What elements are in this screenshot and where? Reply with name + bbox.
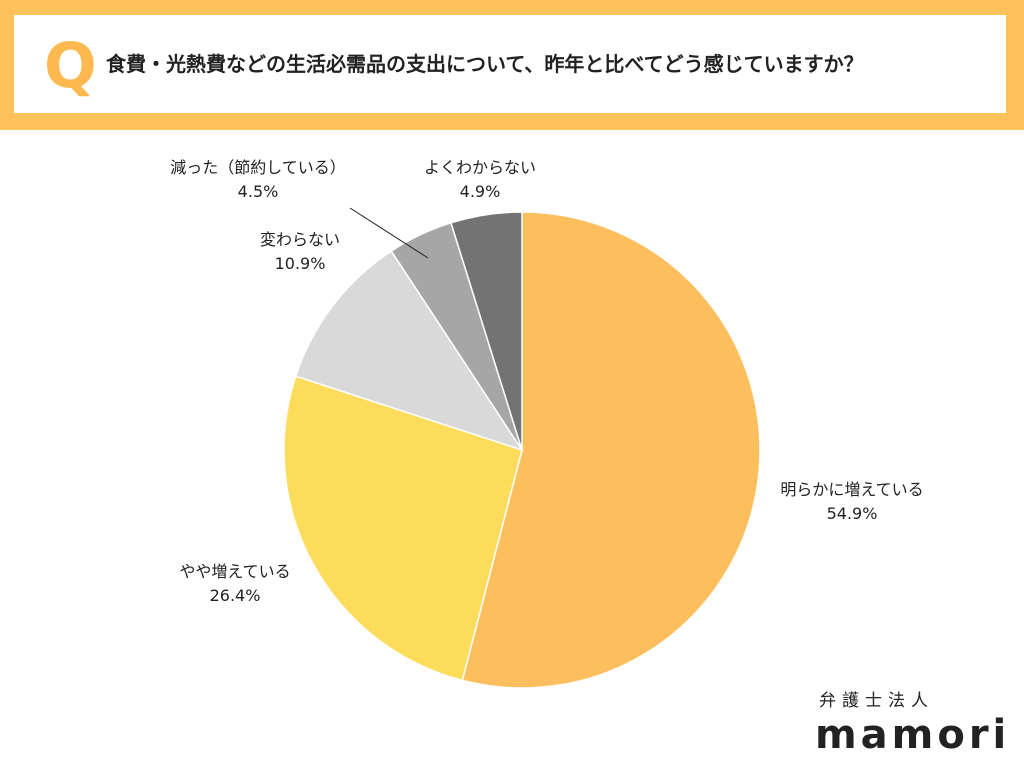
slice-category-label: やや増えている: [179, 562, 291, 581]
brand-name: mamori: [815, 712, 1011, 758]
brand-logo: 弁護士法人 mamori: [815, 690, 1011, 758]
slice-value-label: 4.5%: [237, 182, 279, 201]
slice-label: 変わらない 10.9%: [260, 228, 340, 276]
leader-line: [349, 207, 429, 259]
slice-label: よくわからない 4.9%: [424, 156, 536, 204]
slice-label: 減った（節約している） 4.5%: [170, 156, 346, 204]
slice-label: やや増えている 26.4%: [179, 560, 290, 608]
slice-category-label: 減った（節約している）: [170, 158, 346, 177]
pie-slice: [450, 211, 523, 451]
slice-value-label: 10.9%: [274, 254, 326, 273]
q-mark: Q: [44, 29, 97, 102]
brand-subtitle: 弁護士法人: [819, 691, 934, 711]
slice-category-label: 明らかに増えている: [780, 480, 924, 499]
header-frame: Q 食費・光熱費などの生活必需品の支出について、昨年と比べてどう感じていますか？: [0, 0, 1024, 130]
slice-value-label: 4.9%: [459, 182, 501, 201]
question-text: 食費・光熱費などの生活必需品の支出について、昨年と比べてどう感じていますか？: [106, 52, 864, 76]
pie-slice: [461, 211, 761, 689]
pie-slice: [294, 250, 524, 452]
slice-category-label: 変わらない: [259, 230, 341, 249]
question-box: Q 食費・光熱費などの生活必需品の支出について、昨年と比べてどう感じていますか？: [14, 15, 1006, 113]
slice-value-label: 26.4%: [209, 586, 261, 605]
slice-label: 明らかに増えている 54.9%: [780, 478, 923, 526]
pie-slice: [283, 375, 523, 682]
slice-value-label: 54.9%: [826, 504, 878, 523]
slice-category-label: よくわからない: [423, 158, 537, 177]
